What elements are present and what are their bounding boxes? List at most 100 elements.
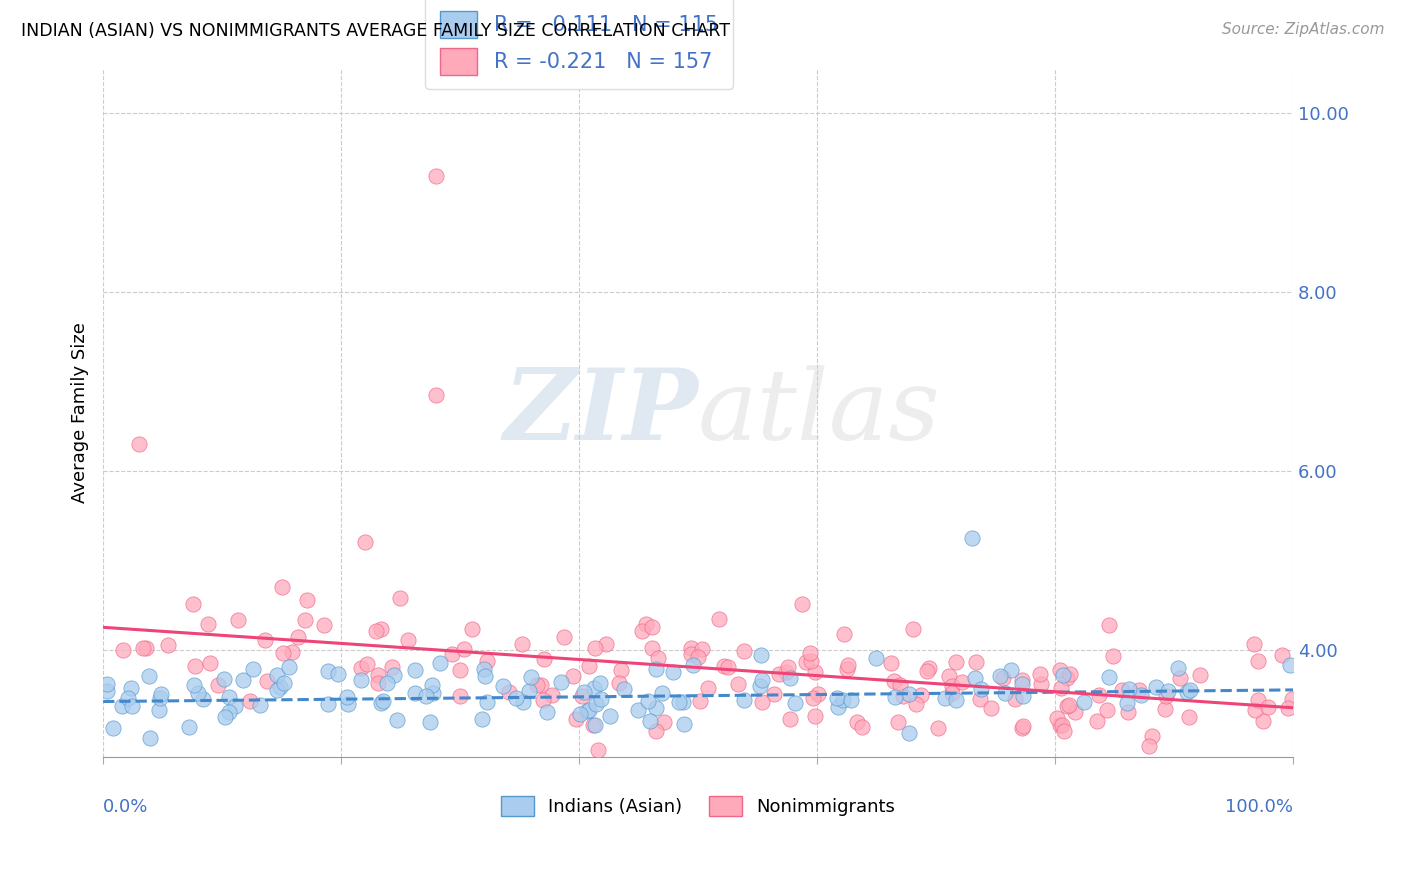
Point <box>595 638 617 652</box>
Point <box>1087 688 1109 702</box>
Point <box>965 655 987 669</box>
Point <box>461 623 484 637</box>
Point <box>404 686 426 700</box>
Point <box>183 677 205 691</box>
Point <box>689 694 711 708</box>
Point <box>887 714 910 729</box>
Point <box>578 658 600 673</box>
Point <box>519 670 541 684</box>
Point <box>1012 689 1035 703</box>
Point <box>679 647 702 661</box>
Point <box>607 675 630 690</box>
Point <box>884 690 907 704</box>
Point <box>139 731 162 746</box>
Point <box>690 641 713 656</box>
Point <box>1102 648 1125 663</box>
Point <box>1011 673 1033 688</box>
Point <box>366 624 388 639</box>
Point <box>571 689 593 703</box>
Point <box>471 712 494 726</box>
Point <box>1137 739 1160 754</box>
Point <box>453 642 475 657</box>
Point <box>214 709 236 723</box>
Point <box>177 720 200 734</box>
Point <box>768 667 790 681</box>
Point <box>763 687 786 701</box>
Point <box>562 669 585 683</box>
Point <box>945 693 967 707</box>
Point <box>832 627 855 641</box>
Point <box>941 686 963 700</box>
Point <box>1049 663 1071 677</box>
Point <box>149 687 172 701</box>
Point <box>1247 693 1270 707</box>
Point <box>662 665 685 679</box>
Point <box>839 693 862 707</box>
Point <box>336 690 359 704</box>
Point <box>883 674 905 689</box>
Point <box>389 591 412 605</box>
Point <box>613 682 636 697</box>
Point <box>627 703 650 717</box>
Point <box>1154 702 1177 716</box>
Point <box>800 654 823 668</box>
Point <box>994 686 1017 700</box>
Point <box>96 684 118 698</box>
Point <box>1178 683 1201 698</box>
Point <box>641 620 664 634</box>
Point <box>1178 710 1201 724</box>
Point <box>807 687 830 701</box>
Point <box>419 715 441 730</box>
Point <box>1154 689 1177 703</box>
Point <box>1247 654 1270 668</box>
Point <box>583 718 606 732</box>
Point <box>572 685 595 699</box>
Point <box>207 678 229 692</box>
Point <box>354 535 377 549</box>
Point <box>945 655 967 669</box>
Point <box>832 692 855 706</box>
Point <box>117 691 139 706</box>
Text: 0.0%: 0.0% <box>103 798 149 816</box>
Point <box>880 657 903 671</box>
Text: Source: ZipAtlas.com: Source: ZipAtlas.com <box>1222 22 1385 37</box>
Point <box>583 641 606 656</box>
Point <box>965 671 987 685</box>
Point <box>533 652 555 666</box>
Point <box>1049 718 1071 732</box>
Point <box>370 696 392 710</box>
Point <box>111 698 134 713</box>
Point <box>644 724 666 739</box>
Point <box>652 715 675 730</box>
Point <box>540 688 562 702</box>
Point <box>197 616 219 631</box>
Point <box>641 641 664 656</box>
Point <box>775 665 797 680</box>
Point <box>148 703 170 717</box>
Point <box>845 715 868 730</box>
Point <box>184 659 207 673</box>
Point <box>517 683 540 698</box>
Point <box>1281 691 1303 706</box>
Point <box>651 686 673 700</box>
Point <box>1056 671 1078 685</box>
Point <box>226 613 249 627</box>
Point <box>214 672 236 686</box>
Point <box>218 690 240 705</box>
Point <box>644 662 666 676</box>
Point <box>582 718 605 732</box>
Point <box>898 725 921 739</box>
Point <box>370 622 392 636</box>
Point <box>198 656 221 670</box>
Point <box>1098 617 1121 632</box>
Point <box>449 664 471 678</box>
Point <box>779 672 801 686</box>
Point <box>827 699 849 714</box>
Point <box>396 632 419 647</box>
Point <box>120 681 142 696</box>
Point <box>512 637 534 651</box>
Point <box>904 698 927 712</box>
Point <box>934 691 956 706</box>
Point <box>799 646 821 660</box>
Point <box>350 661 373 675</box>
